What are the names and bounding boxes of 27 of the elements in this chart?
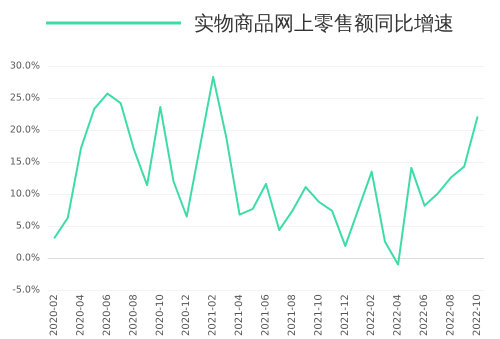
text: 实物商品网上零售额同比增速 <box>194 11 454 35</box>
x-tick-label: 2022-08 <box>445 294 456 336</box>
x-tick-label: 2020-10 <box>154 294 166 336</box>
y-tick-label: 30.0% <box>10 60 40 72</box>
x-tick-label: 2020-02 <box>49 294 60 336</box>
x-tick-label: 2022-06 <box>419 294 430 336</box>
x-tick-label: 2022-04 <box>392 294 404 336</box>
y-tick-label: 15.0% <box>10 156 40 168</box>
y-tick-label: 20.0% <box>10 124 40 136</box>
x-tick-label: 2021-02 <box>208 294 219 336</box>
y-tick-label: 10.0% <box>10 188 40 200</box>
x-tick-label: 2021-10 <box>313 294 324 336</box>
x-tick-label: 2020-08 <box>128 294 140 336</box>
line-series <box>54 76 478 266</box>
y-tick-label: 25.0% <box>10 92 40 104</box>
x-tick-label: 2020-06 <box>102 294 113 336</box>
x-tick-label: 2021-06 <box>260 294 272 336</box>
y-tick-label: 5.0% <box>16 220 40 232</box>
x-tick-label: 2020-12 <box>181 294 192 336</box>
x-tick-label: 2022-10 <box>472 294 483 336</box>
y-tick-label: -5.0% <box>12 284 40 296</box>
x-tick-label: 2020-04 <box>76 294 87 336</box>
x-tick-label: 2021-04 <box>234 294 246 336</box>
x-tick-label: 2021-08 <box>286 294 298 336</box>
x-tick-label: 2022-02 <box>366 294 378 336</box>
y-tick-label: 0.0% <box>16 252 40 264</box>
x-tick-label: 2021-12 <box>340 294 351 336</box>
